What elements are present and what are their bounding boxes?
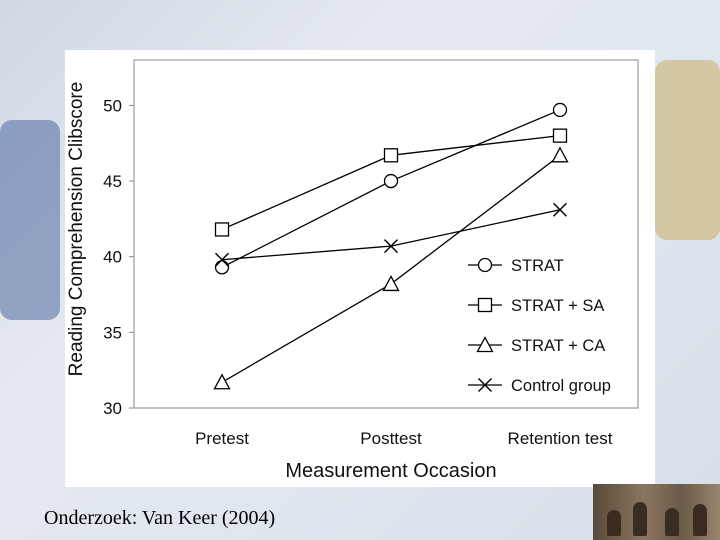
y-tick-label: 40 [103, 248, 122, 267]
series-x [215, 202, 567, 267]
x-marker-stroke [215, 252, 229, 267]
legend-item: STRAT + SA [468, 297, 604, 315]
legend-label: STRAT [511, 257, 564, 275]
y-tick-label: 50 [103, 96, 122, 115]
x-marker-stroke [553, 202, 567, 217]
x-tick-label: Posttest [360, 429, 422, 448]
data-point [214, 222, 230, 237]
source-caption: Onderzoek: Van Keer (2004) [44, 507, 276, 529]
x-marker-stroke [384, 239, 398, 254]
data-point [383, 148, 399, 163]
legend-label: STRAT + CA [511, 337, 605, 355]
x-marker-stroke [478, 378, 492, 392]
legend-marker [477, 257, 493, 273]
data-point [213, 373, 231, 390]
background-decoration [655, 60, 720, 240]
data-point [552, 102, 568, 118]
x-tick-label: Pretest [195, 429, 249, 448]
series-square [214, 128, 568, 237]
data-point [215, 252, 229, 267]
legend-item: STRAT + CA [468, 336, 605, 355]
data-point [551, 146, 569, 163]
legend-label: Control group [511, 377, 611, 395]
data-point [552, 128, 568, 143]
line-chart: 30 35 40 45 50 Pretest Posttest Retention test M… [66, 59, 639, 482]
legend-marker [478, 378, 492, 392]
background-decoration [0, 120, 60, 320]
chart-panel: 30 35 40 45 50 Pretest Posttest Retention test M… [65, 50, 655, 487]
data-point [214, 260, 230, 275]
series-line [221, 154, 561, 383]
series-line [221, 209, 561, 261]
legend-item: STRAT [468, 257, 564, 275]
data-point [383, 173, 399, 189]
series-circle [214, 102, 568, 275]
series-line [221, 109, 561, 268]
series-triangle [213, 146, 569, 390]
legend-item: Control group [468, 377, 611, 395]
legend: STRAT STRAT + SA STRAT + CA Control group [468, 257, 611, 395]
y-tick-label: 30 [103, 399, 122, 418]
data-point [384, 239, 398, 254]
y-tick-label: 45 [103, 172, 122, 191]
y-axis-label: Reading Comprehension Clibscore [66, 82, 87, 377]
y-tick-label: 35 [103, 323, 122, 342]
x-axis-label: Measurement Occasion [285, 460, 496, 482]
legend-marker [477, 297, 493, 313]
legend-label: STRAT + SA [511, 297, 604, 315]
legend-marker [476, 336, 494, 353]
data-point [553, 202, 567, 217]
data-point [382, 275, 400, 292]
plot-area-frame [133, 59, 639, 409]
x-tick-label: Retention test [508, 429, 613, 448]
photo-thumbnail [593, 484, 720, 540]
